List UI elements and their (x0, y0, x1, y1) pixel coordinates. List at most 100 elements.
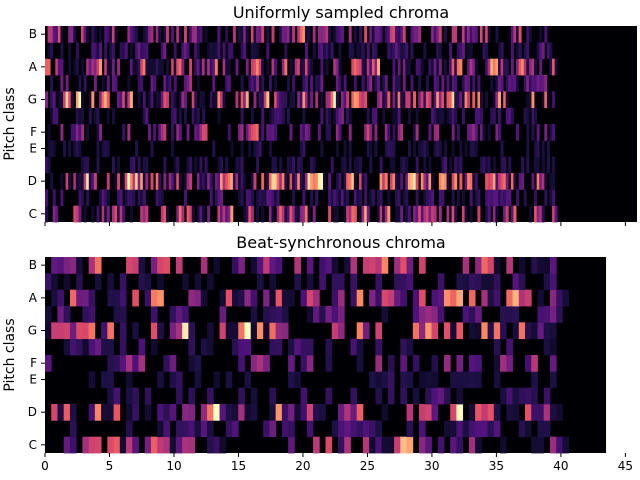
heatmap-cell (124, 42, 128, 60)
heatmap-cell (328, 26, 332, 43)
heatmap-cell (366, 205, 370, 223)
heatmap-cell (142, 156, 146, 174)
heatmap-cell (481, 257, 488, 274)
heatmap-cell (106, 91, 110, 109)
heatmap-cell (450, 404, 457, 421)
heatmap-cell (96, 124, 100, 141)
heatmap-cell (369, 289, 376, 307)
heatmap-cell (407, 140, 411, 158)
heatmap-cell (268, 189, 272, 207)
heatmap-cell (114, 26, 118, 43)
heatmap-cell (400, 91, 404, 109)
heatmap-cell (99, 58, 103, 76)
heatmap-cell (135, 140, 139, 158)
heatmap-cell (294, 273, 301, 291)
heatmap-cell (320, 173, 324, 190)
heatmap-cell (335, 107, 339, 125)
heatmap-cell (163, 205, 167, 223)
heatmap-cell (300, 355, 308, 372)
heatmap-cell (356, 58, 360, 76)
heatmap-cell (258, 124, 262, 141)
heatmap-cell (142, 26, 146, 43)
heatmap-cell (406, 257, 414, 274)
heatmap-cell (322, 173, 326, 190)
heatmap-cell (269, 420, 277, 438)
heatmap-cell (75, 58, 79, 76)
heatmap-cell (341, 107, 344, 125)
heatmap-cell (202, 205, 205, 223)
heatmap-cell (63, 257, 71, 274)
heatmap-cell (144, 289, 152, 307)
heatmap-cell (526, 124, 530, 141)
heatmap-cell (281, 205, 285, 223)
heatmap-cell (556, 436, 563, 454)
heatmap-cell (456, 322, 464, 340)
heatmap-cell (60, 42, 64, 60)
heatmap-cell (275, 338, 283, 356)
heatmap-cell (82, 338, 90, 356)
heatmap-cell (50, 42, 54, 60)
heatmap-cell (369, 371, 376, 389)
heatmap-cell (157, 322, 164, 340)
heatmap-cell (359, 42, 362, 60)
heatmap-cell (528, 75, 532, 92)
heatmap-cell (531, 355, 538, 372)
heatmap-cell (213, 257, 220, 274)
heatmap-cell (288, 420, 295, 438)
heatmap-cell (245, 189, 249, 207)
heatmap-cell (382, 107, 386, 125)
heatmap-cell (359, 173, 362, 190)
heatmap-cell (348, 107, 352, 125)
heatmap-cell (250, 257, 258, 274)
y-tick-label: B (29, 258, 37, 272)
heatmap-cell (506, 306, 513, 323)
heatmap-cell (294, 58, 298, 76)
heatmap-cell (513, 26, 517, 43)
y-tick-label: D (28, 174, 37, 188)
heatmap-cell (419, 404, 426, 421)
heatmap-cell (531, 322, 538, 340)
heatmap-cell (477, 205, 481, 223)
heatmap-cell (407, 205, 411, 223)
heatmap-cell (289, 156, 293, 174)
heatmap-cell (359, 58, 362, 76)
heatmap-cell (302, 107, 306, 125)
heatmap-cell (405, 156, 409, 174)
heatmap-cell (297, 205, 301, 223)
heatmap-cell (140, 189, 144, 207)
heatmap-cell (127, 26, 131, 43)
heatmap-cell (150, 140, 154, 158)
heatmap-cell (188, 387, 196, 405)
heatmap-cell (307, 58, 311, 76)
heatmap-cell (209, 58, 213, 76)
heatmap-cell (317, 124, 321, 141)
heatmap-cell (348, 156, 352, 174)
heatmap-cell (281, 91, 285, 109)
heatmap-cell (454, 156, 458, 174)
heatmap-cell (436, 124, 440, 141)
heatmap-cell (204, 124, 208, 141)
heatmap-cell (549, 306, 557, 323)
heatmap-cell (269, 338, 277, 356)
heatmap-cell (490, 107, 494, 125)
heatmap-cell (126, 420, 133, 438)
heatmap-cell (75, 173, 79, 190)
heatmap-cell (387, 289, 395, 307)
heatmap-cell (207, 338, 214, 356)
heatmap-cell (88, 91, 92, 109)
heatmap-cell (82, 306, 90, 323)
heatmap-cell (104, 91, 108, 109)
heatmap-cell (492, 58, 496, 76)
heatmap-cell (310, 156, 314, 174)
heatmap-cell (375, 371, 383, 389)
heatmap-cell (374, 26, 378, 43)
heatmap-cell (423, 140, 427, 158)
heatmap-cell (436, 140, 440, 158)
heatmap-cell (343, 91, 347, 109)
heatmap-cell (183, 189, 187, 207)
heatmap-cell (306, 306, 314, 323)
heatmap-cell (106, 58, 110, 76)
heatmap-cell (163, 420, 171, 438)
x-tick-label: 20 (295, 459, 310, 473)
